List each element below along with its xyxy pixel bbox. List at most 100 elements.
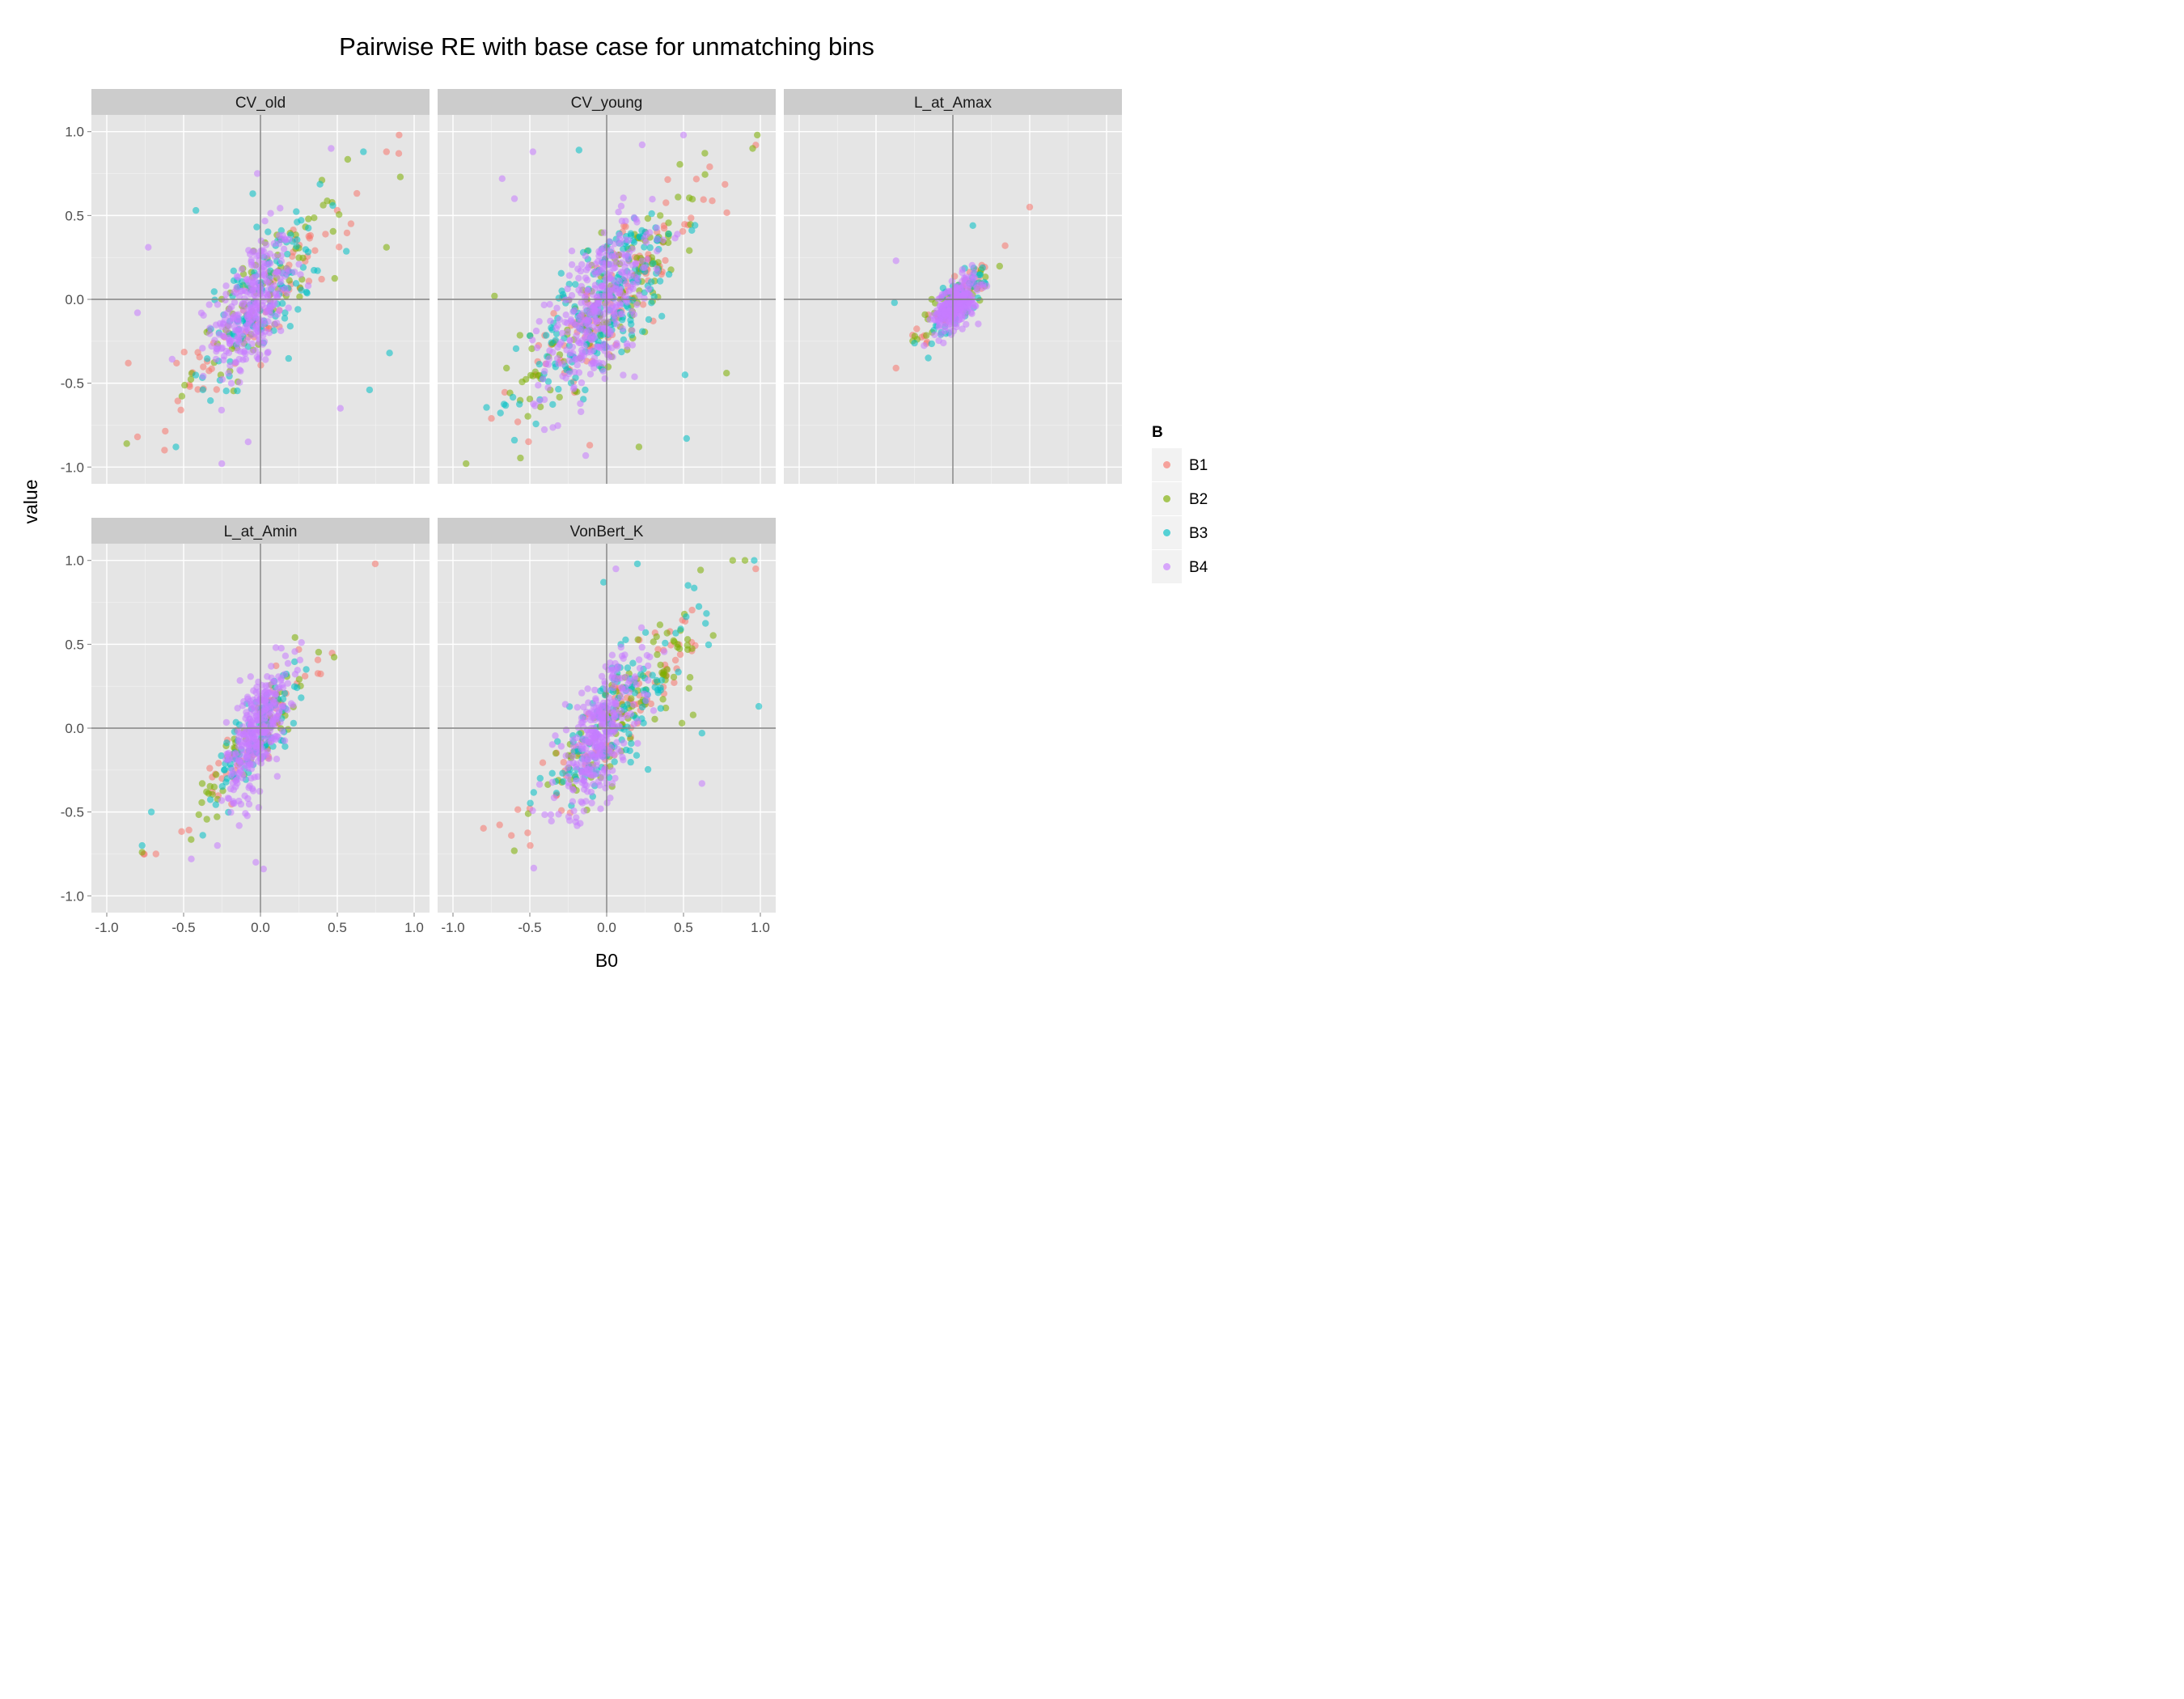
point-b3 <box>658 676 666 684</box>
point-b4 <box>265 318 272 325</box>
point-b2 <box>662 704 670 712</box>
point-b3 <box>212 801 219 808</box>
point-b4 <box>638 257 645 265</box>
point-b4 <box>612 659 619 667</box>
point-b4 <box>935 337 942 345</box>
point-b4 <box>529 337 536 344</box>
point-b4 <box>576 326 583 333</box>
point-b4 <box>630 214 638 221</box>
point-b2 <box>982 273 989 281</box>
point-b4 <box>578 261 586 269</box>
point-b4 <box>297 271 304 278</box>
point-b4 <box>643 692 651 699</box>
point-b4 <box>214 841 221 850</box>
point-b4 <box>971 273 978 282</box>
point-b3 <box>648 210 655 218</box>
point-b4 <box>625 688 633 696</box>
point-b4 <box>592 270 599 278</box>
y-tick-label: -1.0 <box>61 888 84 904</box>
point-b3 <box>302 246 310 253</box>
point-b4 <box>616 278 623 285</box>
point-b1 <box>560 759 567 766</box>
point-b1 <box>679 227 687 235</box>
point-b1 <box>194 386 201 393</box>
point-b4 <box>250 687 257 694</box>
point-b4 <box>235 325 243 333</box>
point-b4 <box>206 330 214 337</box>
point-b3 <box>677 625 684 633</box>
point-b4 <box>582 266 590 273</box>
point-b4 <box>529 807 536 815</box>
point-b4 <box>266 250 273 257</box>
point-b1 <box>706 163 713 171</box>
point-b4 <box>225 370 232 377</box>
point-b1 <box>322 231 329 238</box>
point-b3 <box>637 671 645 678</box>
point-b4 <box>590 303 598 310</box>
point-b4 <box>568 261 576 269</box>
point-b4 <box>582 304 590 311</box>
point-b4 <box>262 682 269 689</box>
point-b4 <box>264 748 272 755</box>
point-b3 <box>560 777 567 786</box>
point-b4 <box>296 656 304 663</box>
point-b4 <box>252 749 259 756</box>
point-b4 <box>252 742 260 750</box>
point-b4 <box>271 704 279 711</box>
point-b4 <box>218 460 226 468</box>
point-b2 <box>651 715 658 723</box>
point-b4 <box>599 367 607 375</box>
point-b4 <box>200 372 207 380</box>
point-b4 <box>629 701 637 708</box>
point-b3 <box>530 789 537 796</box>
point-b4 <box>609 276 616 283</box>
point-b2 <box>654 650 661 659</box>
point-b4 <box>599 264 607 271</box>
point-b2 <box>634 636 641 643</box>
point-b4 <box>602 341 610 350</box>
point-b4 <box>612 565 620 573</box>
point-b2 <box>320 201 327 209</box>
point-b4 <box>595 252 603 260</box>
point-b1 <box>173 359 180 366</box>
point-b3 <box>681 371 689 379</box>
point-b4 <box>225 349 233 357</box>
point-b4 <box>578 689 586 697</box>
point-b1 <box>162 427 169 435</box>
point-b4 <box>620 756 627 764</box>
point-b3 <box>626 747 633 755</box>
point-b4 <box>553 354 561 362</box>
point-b2 <box>503 364 510 372</box>
point-b4 <box>599 316 606 323</box>
point-b4 <box>547 317 554 324</box>
point-b4 <box>278 681 286 688</box>
point-b4 <box>608 651 616 659</box>
point-b3 <box>657 705 664 712</box>
point-b4 <box>273 269 280 276</box>
y-tick-label: 1.0 <box>65 553 84 569</box>
point-b3 <box>543 332 550 339</box>
point-b1 <box>185 826 193 834</box>
point-b3 <box>279 299 286 307</box>
point-b4 <box>564 285 571 293</box>
point-b3 <box>544 378 552 385</box>
point-b4 <box>535 382 542 389</box>
point-b1 <box>700 196 707 203</box>
point-b3 <box>230 267 237 274</box>
point-b4 <box>638 643 645 651</box>
point-b4 <box>546 301 553 308</box>
point-b4 <box>540 396 548 404</box>
point-b3 <box>234 387 241 395</box>
point-b4 <box>231 799 238 807</box>
point-b1 <box>913 325 921 333</box>
point-b3 <box>979 264 986 272</box>
point-b1 <box>353 189 361 197</box>
point-b2 <box>330 654 338 661</box>
point-b3 <box>554 738 561 745</box>
point-b4 <box>578 379 586 387</box>
point-b2 <box>291 633 298 642</box>
point-b3 <box>611 758 618 765</box>
point-b4 <box>574 265 582 273</box>
point-b2 <box>749 145 756 152</box>
point-b4 <box>248 765 256 773</box>
